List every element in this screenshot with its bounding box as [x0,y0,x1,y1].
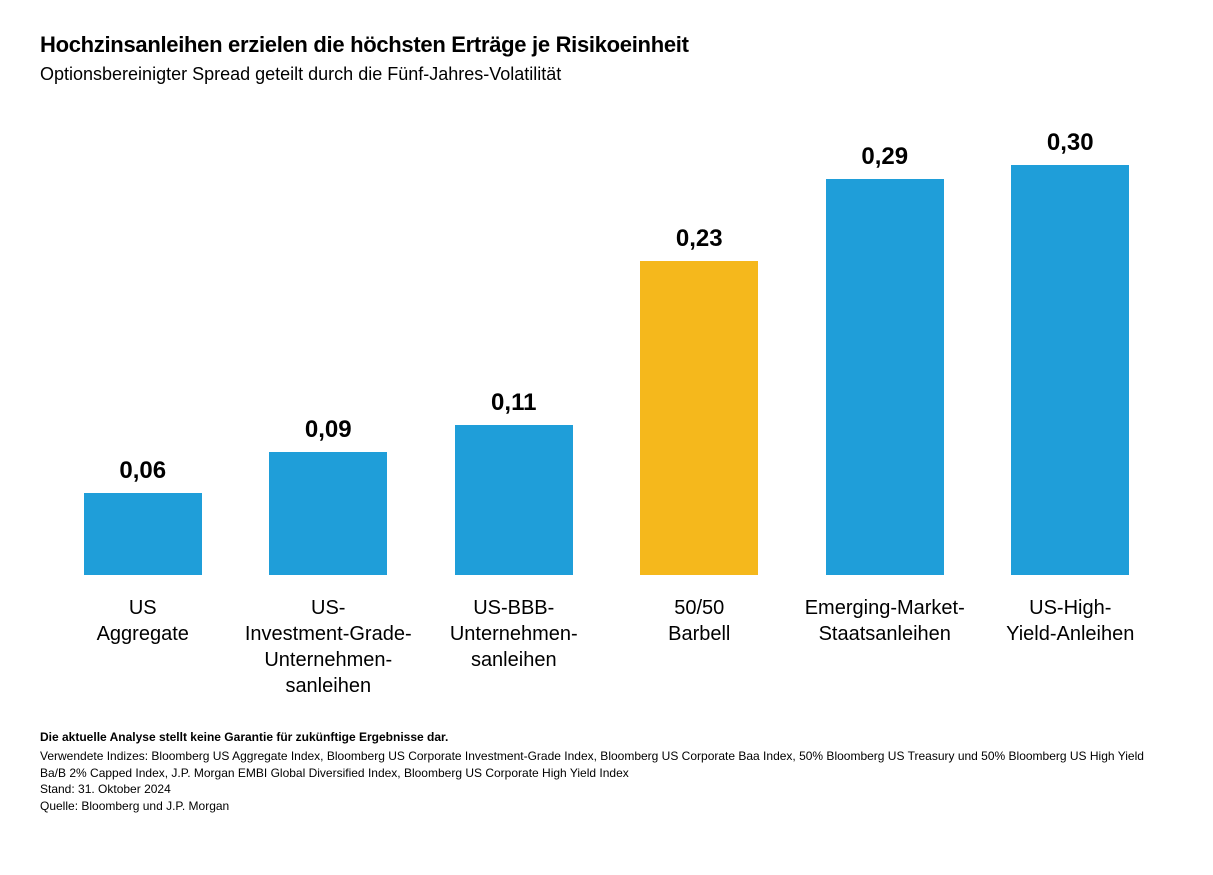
footnote-indices: Verwendete Indizes: Bloomberg US Aggrega… [40,748,1173,782]
chart-subtitle: Optionsbereinigter Spread geteilt durch … [40,64,1173,85]
bar-3 [640,261,758,575]
bar-1 [269,452,387,575]
bar-label-5: US-High-Yield-Anleihen [978,595,1164,699]
bar-group-0: 0,06 [50,125,236,575]
bar-value-0: 0,06 [119,457,166,485]
bar-label-2: US-BBB-Unternehmen-sanleihen [421,595,607,699]
bar-group-3: 0,23 [607,125,793,575]
bar-group-2: 0,11 [421,125,607,575]
bar-4 [826,179,944,575]
bar-0 [84,493,202,575]
bar-label-1: US-Investment-Grade-Unternehmen-sanleihe… [236,595,422,699]
bar-value-4: 0,29 [861,143,908,171]
bar-value-5: 0,30 [1047,129,1094,157]
bar-label-0: USAggregate [50,595,236,699]
footnotes: Die aktuelle Analyse stellt keine Garant… [40,729,1173,815]
footnote-disclaimer: Die aktuelle Analyse stellt keine Garant… [40,729,1173,746]
footnote-date: Stand: 31. Oktober 2024 [40,781,1173,798]
bar-5 [1011,165,1129,575]
bar-group-5: 0,30 [978,125,1164,575]
footnote-source: Quelle: Bloomberg und J.P. Morgan [40,798,1173,815]
bar-group-4: 0,29 [792,125,978,575]
bar-2 [455,425,573,575]
chart-plot-area: 0,06 0,09 0,11 0,23 0,29 0,30 [40,125,1173,575]
bar-value-3: 0,23 [676,225,723,253]
labels-row: USAggregate US-Investment-Grade-Unterneh… [40,595,1173,699]
bar-label-4: Emerging-Market-Staatsanleihen [792,595,978,699]
bar-value-1: 0,09 [305,416,352,444]
chart-title: Hochzinsanleihen erzielen die höchsten E… [40,32,1173,58]
bar-group-1: 0,09 [236,125,422,575]
bar-value-2: 0,11 [491,389,536,417]
bar-label-3: 50/50Barbell [607,595,793,699]
